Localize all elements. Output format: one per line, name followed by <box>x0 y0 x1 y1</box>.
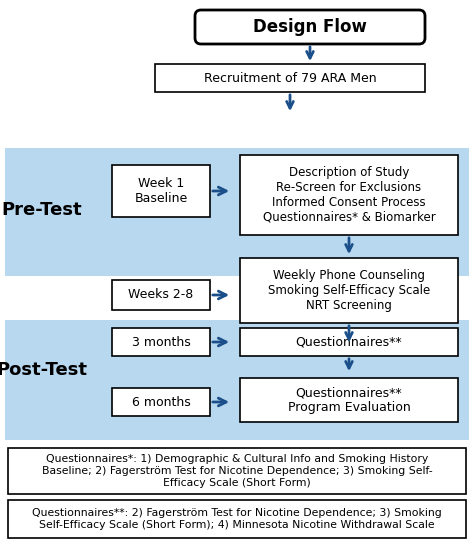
Text: 6 months: 6 months <box>132 396 191 409</box>
FancyBboxPatch shape <box>240 378 458 422</box>
FancyBboxPatch shape <box>195 10 425 44</box>
FancyBboxPatch shape <box>112 328 210 356</box>
Text: Questionnaires**
Program Evaluation: Questionnaires** Program Evaluation <box>288 386 410 414</box>
Text: Questionnaires**: Questionnaires** <box>296 336 402 348</box>
FancyBboxPatch shape <box>112 165 210 217</box>
FancyBboxPatch shape <box>240 258 458 323</box>
Text: Description of Study
Re-Screen for Exclusions
Informed Consent Process
Questionn: Description of Study Re-Screen for Exclu… <box>263 166 436 224</box>
FancyBboxPatch shape <box>155 64 425 92</box>
Text: Week 1
Baseline: Week 1 Baseline <box>134 177 188 205</box>
Text: 3 months: 3 months <box>132 336 191 348</box>
Text: Weeks 2-8: Weeks 2-8 <box>128 288 193 301</box>
Text: Pre-Test: Pre-Test <box>2 201 82 219</box>
Text: Weekly Phone Counseling
Smoking Self-Efficacy Scale
NRT Screening: Weekly Phone Counseling Smoking Self-Eff… <box>268 269 430 312</box>
FancyBboxPatch shape <box>8 500 466 538</box>
FancyBboxPatch shape <box>240 328 458 356</box>
FancyBboxPatch shape <box>112 388 210 416</box>
FancyBboxPatch shape <box>112 280 210 310</box>
FancyBboxPatch shape <box>5 320 469 440</box>
FancyBboxPatch shape <box>240 155 458 235</box>
Text: Post-Test: Post-Test <box>0 361 88 379</box>
Text: Design Flow: Design Flow <box>253 18 367 36</box>
Text: Questionnaires**: 2) Fagerström Test for Nicotine Dependence; 3) Smoking
Self-Ef: Questionnaires**: 2) Fagerström Test for… <box>32 508 442 530</box>
FancyBboxPatch shape <box>8 448 466 494</box>
Text: Questionnaires*: 1) Demographic & Cultural Info and Smoking History
Baseline; 2): Questionnaires*: 1) Demographic & Cultur… <box>42 455 432 488</box>
Text: Recruitment of 79 ARA Men: Recruitment of 79 ARA Men <box>204 71 376 84</box>
FancyBboxPatch shape <box>5 148 469 276</box>
